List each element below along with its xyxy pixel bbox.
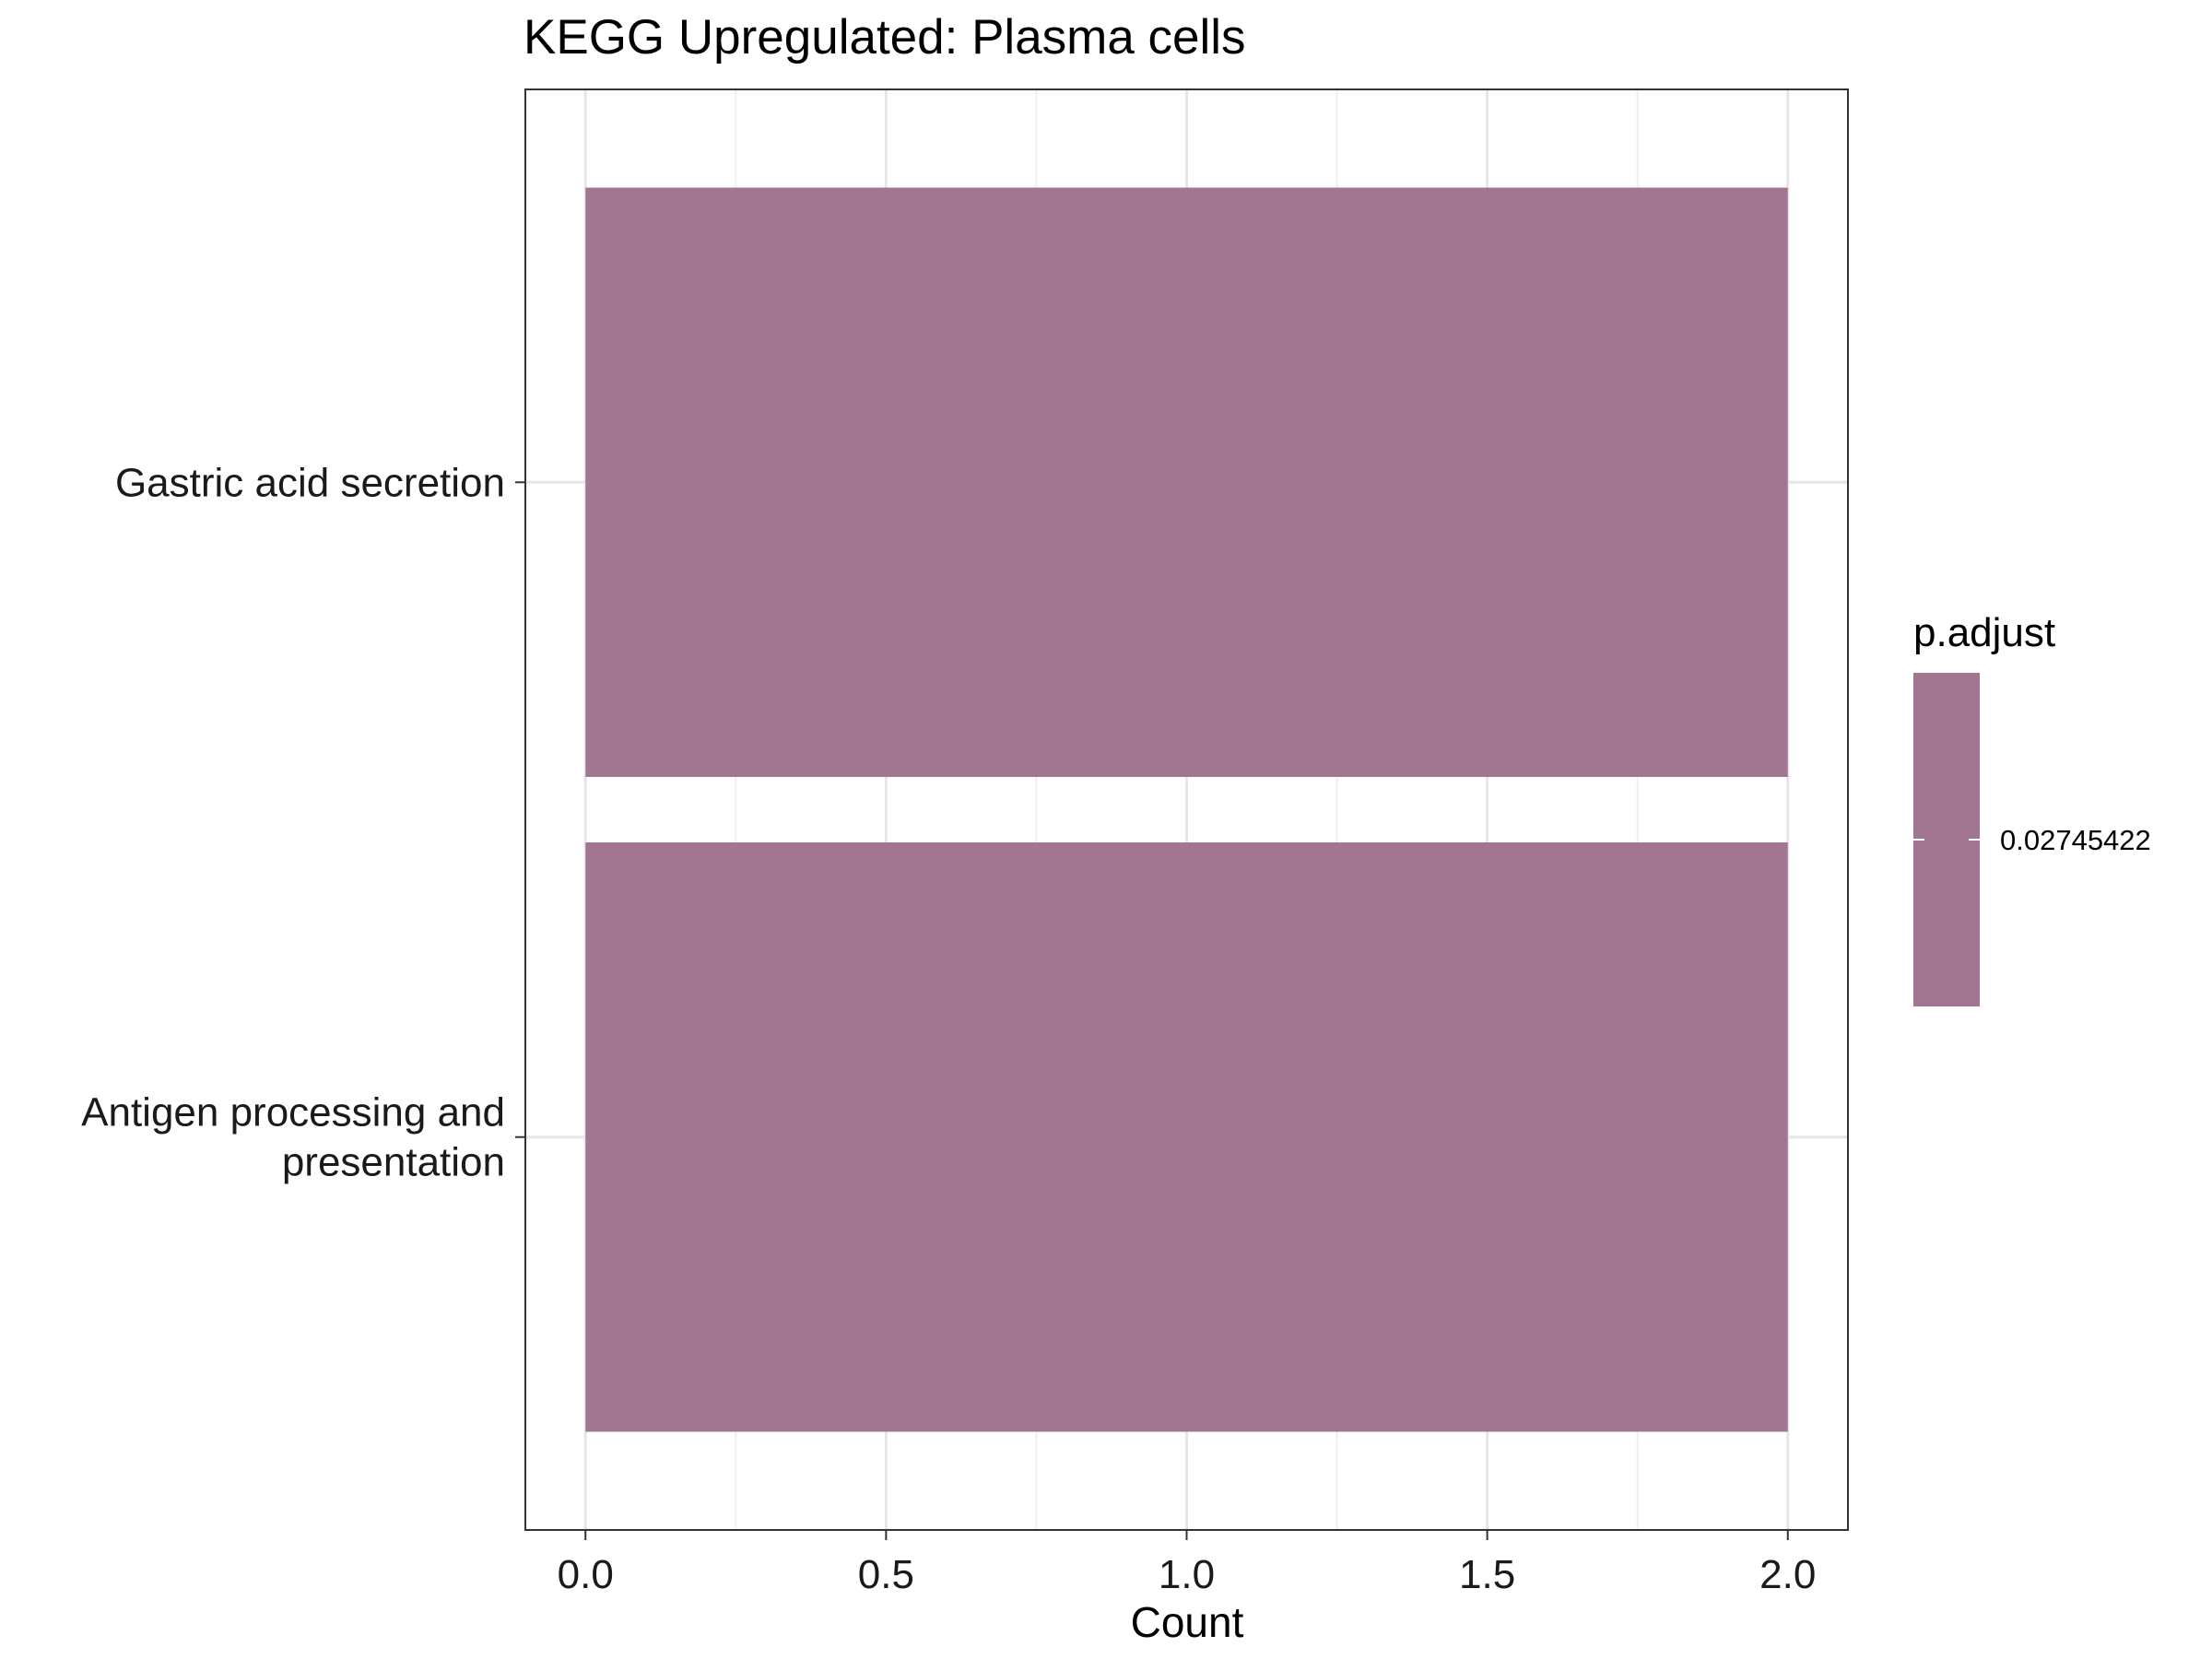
legend-title: p.adjust xyxy=(1913,610,2055,655)
x-tick-label: 0.5 xyxy=(858,1552,914,1597)
bar xyxy=(585,187,1788,777)
x-tick-label: 1.5 xyxy=(1459,1552,1515,1597)
legend: p.adjust 0.02745422 xyxy=(1913,610,2151,1006)
legend-label: 0.02745422 xyxy=(2000,824,2151,856)
x-tick-label: 2.0 xyxy=(1759,1552,1816,1597)
x-tick-label: 1.0 xyxy=(1159,1552,1215,1597)
plot-area: 0.0 0.5 1.0 1.5 2.0 Gastric acid secretion Ant… xyxy=(81,88,1849,1597)
x-tick-label: 0.0 xyxy=(558,1552,614,1597)
y-tick-label: presentation xyxy=(282,1140,505,1185)
y-tick-label: Gastric acid secretion xyxy=(115,460,505,505)
chart-title: KEGG Upregulated: Plasma cells xyxy=(524,10,1246,65)
x-axis-title: Count xyxy=(1131,1598,1244,1646)
bar xyxy=(585,842,1788,1432)
y-tick-label: Antigen processing and xyxy=(81,1090,505,1135)
